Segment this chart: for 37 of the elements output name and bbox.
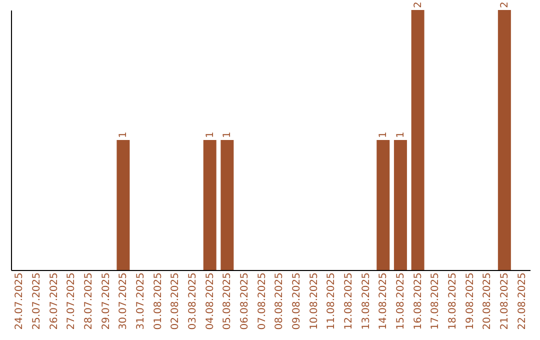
x-tick-label: 29.07.2025 — [100, 272, 112, 330]
x-tick-label: 10.08.2025 — [308, 272, 320, 330]
x-tick-label: 27.07.2025 — [66, 272, 78, 330]
x-tick-label: 09.08.2025 — [291, 272, 302, 330]
x-tick-label: 19.08.2025 — [464, 272, 476, 330]
x-tick-label: 26.07.2025 — [48, 272, 60, 330]
x-tick-label: 08.08.2025 — [274, 272, 286, 330]
x-tick-label: 17.08.2025 — [430, 272, 442, 330]
x-tick-label: 03.08.2025 — [188, 272, 199, 330]
x-tick-label: 16.08.2025 — [412, 272, 424, 330]
x-tick-label: 25.07.2025 — [32, 272, 43, 330]
x-tick-label: 15.08.2025 — [395, 272, 406, 330]
x-tick-label: 02.08.2025 — [170, 272, 182, 330]
x-tick-label: 05.08.2025 — [222, 272, 234, 330]
data-label: 1 — [395, 132, 406, 138]
x-tick-label: 01.08.2025 — [152, 272, 164, 330]
x-tick-label: 04.08.2025 — [204, 272, 216, 330]
x-tick-label: 30.07.2025 — [118, 272, 130, 330]
x-tick-label: 31.07.2025 — [136, 272, 147, 330]
data-label: 2 — [412, 2, 424, 8]
data-label: 1 — [222, 132, 234, 138]
data-label: 1 — [118, 132, 130, 138]
x-tick-label: 20.08.2025 — [482, 272, 494, 330]
x-tick-label: 11.08.2025 — [326, 272, 338, 330]
x-tick-label: 24.07.2025 — [14, 272, 26, 330]
data-label: 2 — [499, 2, 510, 8]
x-tick-label: 06.08.2025 — [240, 272, 251, 330]
x-tick-label: 12.08.2025 — [343, 272, 354, 330]
x-tick-label: 21.08.2025 — [499, 272, 510, 330]
x-tick-label: 14.08.2025 — [378, 272, 390, 330]
x-tick-label: 18.08.2025 — [447, 272, 458, 330]
x-tick-label: 28.07.2025 — [84, 272, 95, 330]
x-tick-label: 13.08.2025 — [360, 272, 372, 330]
data-label: 1 — [378, 132, 390, 138]
x-tick-label: 22.08.2025 — [516, 272, 528, 330]
x-tick-label: 07.08.2025 — [256, 272, 268, 330]
data-label: 1 — [204, 132, 216, 138]
